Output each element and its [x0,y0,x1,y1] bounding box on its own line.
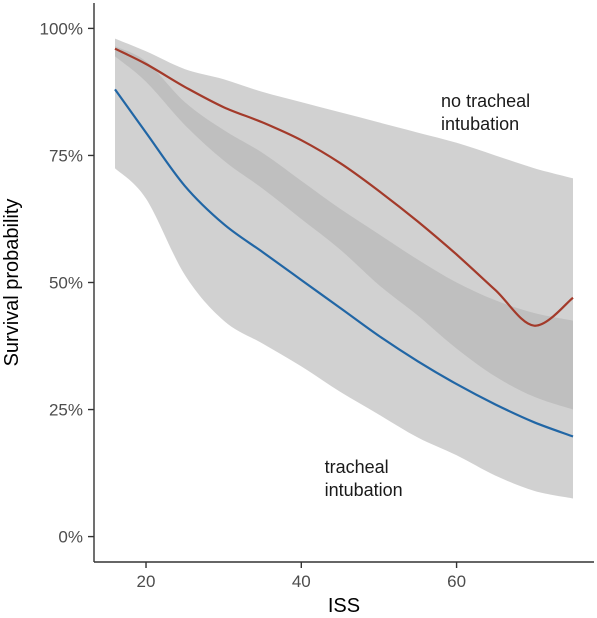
y-tick-label: 0% [58,528,83,547]
y-tick-label: 75% [49,146,83,165]
axes: 0% 25% 50% 75% 100% 20 40 60 ISS Survival probabi… [1,3,594,617]
line-intubation [114,88,574,438]
annotation-line: tracheal [325,457,389,477]
y-tick-label: 100% [40,19,83,38]
annotation-line: no tracheal [441,91,530,111]
annotation-line: intubation [441,114,519,134]
annotations: no tracheal intubation tracheal intubation [325,91,531,500]
survival-lines [114,47,574,438]
y-tick-label: 25% [49,401,83,420]
x-tick-label: 20 [137,572,156,591]
y-tick-label: 50% [49,274,83,293]
x-tick-label: 40 [292,572,311,591]
line-no_intubation [114,47,574,327]
annotation-line: intubation [325,480,403,500]
annotation-intubation: tracheal intubation [325,457,403,500]
x-axis-title: ISS [328,595,360,617]
annotation-no_intubation: no tracheal intubation [441,91,530,134]
y-axis-title: Survival probability [1,199,23,367]
x-tick-label: 60 [447,572,466,591]
